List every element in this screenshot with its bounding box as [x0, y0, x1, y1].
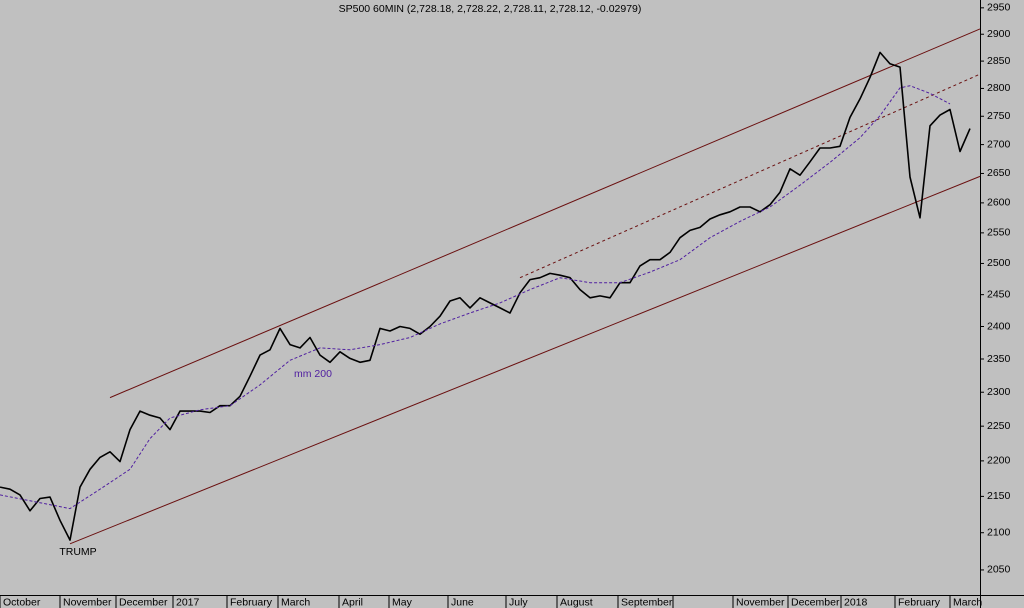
x-tick-label: March	[953, 596, 982, 608]
y-tick-label: 2950	[987, 2, 1011, 14]
y-tick-label: 2450	[987, 288, 1011, 300]
y-tick-label: 2400	[987, 320, 1011, 332]
y-tick-label: 2050	[987, 564, 1011, 576]
y-tick-label: 2850	[987, 55, 1011, 67]
price-line	[0, 51, 971, 541]
x-tick-label: August	[560, 596, 593, 608]
x-tick-label: February	[898, 596, 941, 608]
annotation: TRUMP	[59, 546, 96, 558]
y-tick-label: 2800	[987, 82, 1011, 94]
y-tick-label: 2700	[987, 138, 1011, 150]
y-tick-label: 2350	[987, 353, 1011, 365]
y-tick-label: 2200	[987, 455, 1011, 467]
x-tick-label: February	[230, 596, 273, 608]
trend-line	[109, 28, 981, 399]
y-tick-label: 2600	[987, 197, 1011, 209]
x-tick-label: November	[736, 596, 785, 608]
moving-average-line	[0, 85, 951, 510]
x-tick-label: September	[621, 596, 673, 608]
x-tick-label: December	[119, 596, 168, 608]
y-tick-label: 2250	[987, 420, 1011, 432]
x-tick-label: May	[392, 596, 413, 608]
y-tick-label: 2500	[987, 257, 1011, 269]
y-tick-label: 2550	[987, 227, 1011, 239]
y-tick-label: 2650	[987, 167, 1011, 179]
x-tick-label: November	[63, 596, 112, 608]
x-tick-label: October	[3, 596, 41, 608]
y-tick-label: 2750	[987, 110, 1011, 122]
x-tick-label: March	[281, 596, 310, 608]
x-tick-label: 2017	[176, 596, 200, 608]
y-tick-label: 2100	[987, 527, 1011, 539]
series-label: mm 200	[294, 368, 332, 380]
x-tick-label: June	[451, 596, 474, 608]
trend-line	[69, 175, 981, 545]
x-tick-label: July	[509, 596, 528, 608]
x-tick-label: December	[791, 596, 840, 608]
chart-title: SP500 60MIN (2,728.18, 2,728.22, 2,728.1…	[339, 3, 642, 15]
x-tick-label: April	[342, 596, 363, 608]
y-tick-label: 2150	[987, 490, 1011, 502]
y-tick-label: 2300	[987, 386, 1011, 398]
y-tick-label: 2900	[987, 28, 1011, 40]
x-tick-label: 2018	[844, 596, 868, 608]
